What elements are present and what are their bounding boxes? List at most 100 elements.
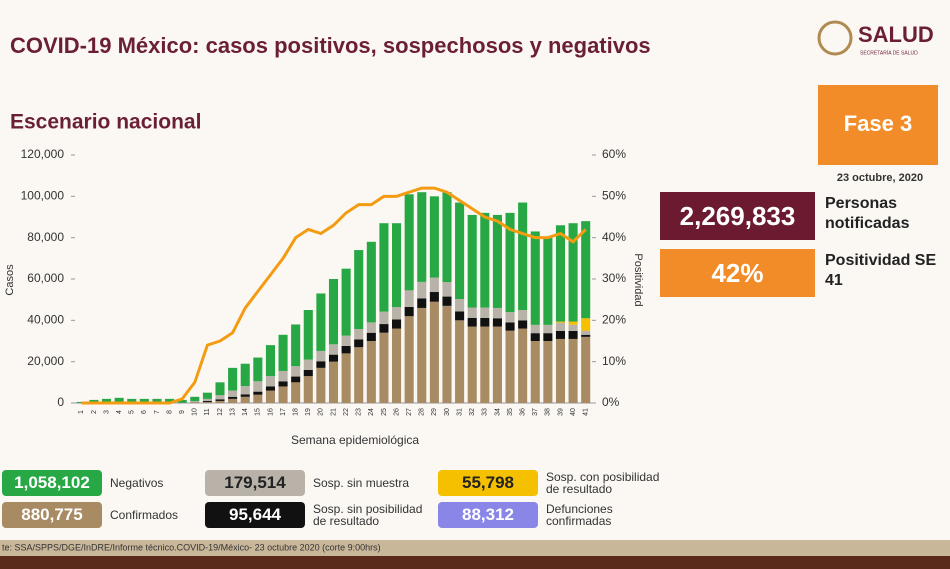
bar-segment — [568, 321, 578, 325]
x-tick-label: 1 — [78, 410, 85, 414]
bar-segment — [442, 305, 452, 403]
source: te: SSA/SPPS/DGE/InDRE/Informe técnico.C… — [2, 542, 381, 552]
bar-segment — [265, 390, 275, 403]
bar-segment — [328, 344, 339, 355]
bar-segment — [379, 311, 389, 325]
bar-segment — [341, 345, 351, 354]
bar-segment — [379, 332, 389, 403]
y2-axis-label: Positividad — [632, 253, 644, 306]
x-tick-label: 35 — [507, 408, 514, 416]
x-tick-label: 5 — [129, 410, 136, 414]
bar-segment — [303, 359, 313, 370]
legend-name: Defunciones confirmadas — [546, 502, 613, 528]
x-tick-label: 27 — [406, 408, 413, 416]
bar-segment — [581, 221, 591, 319]
legend-name: Sosp. sin posibilidad de resultado — [313, 502, 423, 528]
y-tick-label: 120,000 — [21, 147, 65, 161]
legend-item: 179,514 Sosp. sin muestra — [205, 470, 428, 496]
x-tick-label: 31 — [456, 408, 463, 416]
x-tick-label: 16 — [267, 408, 274, 416]
stat-value: 42% — [711, 257, 764, 288]
x-tick-label: 36 — [519, 408, 526, 416]
bar-segment — [366, 332, 376, 341]
legend-item: 1,058,102 Negativos — [2, 470, 225, 496]
bar-segment — [316, 293, 326, 351]
legend-total: 95,644 — [205, 502, 305, 528]
bar-segment — [303, 376, 313, 403]
y-tick-label: 100,000 — [21, 189, 65, 203]
x-tick-label: 38 — [545, 408, 552, 416]
x-tick-label: 41 — [583, 408, 590, 416]
y2-tick-label: 60% — [602, 147, 626, 161]
bar-segment — [253, 391, 263, 395]
bar-segment — [429, 277, 439, 293]
footer-bottom — [0, 556, 950, 569]
y2-tick-label: 10% — [602, 354, 626, 368]
bar-segment — [530, 231, 540, 325]
bar-segment — [328, 361, 339, 403]
bar-segment — [177, 399, 187, 403]
x-tick-label: 23 — [356, 408, 363, 416]
bar-segment — [505, 312, 515, 323]
bar-segment — [543, 237, 553, 325]
stat-label: Personas notificadas — [825, 195, 910, 232]
bar-segment — [392, 307, 402, 320]
bar-segment — [101, 398, 112, 403]
bar-segment — [543, 333, 553, 341]
bar-segment — [341, 335, 351, 346]
legend-total: 179,514 — [205, 470, 305, 496]
bar-segment — [354, 347, 364, 403]
bar-segment — [492, 307, 502, 319]
bar-segment — [278, 381, 288, 387]
x-tick-label: 17 — [280, 408, 287, 416]
bar-segment — [404, 290, 414, 307]
bar-segment — [429, 301, 439, 403]
bar-segment — [518, 328, 528, 403]
bar-segment — [392, 223, 402, 308]
legend-item: 88,312 Defunciones confirmadas — [438, 502, 661, 528]
stat-box: 42% — [660, 249, 815, 297]
x-tick-label: 3 — [103, 410, 110, 414]
x-tick-label: 11 — [204, 408, 211, 415]
bar-segment — [316, 350, 326, 362]
x-tick-label: 9 — [179, 410, 186, 414]
legend-total: 880,775 — [2, 502, 102, 528]
x-tick-label: 25 — [381, 408, 388, 416]
x-tick-label: 26 — [393, 408, 400, 416]
bar-segment — [303, 310, 313, 360]
bar-segment — [366, 322, 376, 333]
legend-total: 88,312 — [438, 502, 538, 528]
bar-segment — [467, 326, 477, 403]
bar-segment — [480, 317, 490, 327]
x-tick-label: 13 — [229, 408, 236, 416]
stat-box: 2,269,833 — [660, 192, 815, 240]
positivity-line — [81, 186, 587, 405]
x-tick-label: 6 — [141, 410, 148, 414]
bar-segment — [555, 330, 566, 339]
bar-segment — [291, 376, 301, 383]
legend-item: 880,775 Confirmados — [2, 502, 225, 528]
legend-total: 55,798 — [438, 470, 538, 496]
bar-segment — [341, 353, 351, 403]
bar-segment — [253, 394, 263, 403]
x-tick-label: 32 — [469, 408, 476, 416]
bar-segment — [366, 241, 376, 323]
y-tick-label: 20,000 — [27, 354, 64, 368]
y-tick-label: 0 — [57, 395, 64, 409]
bar-segment — [265, 345, 275, 377]
x-tick-label: 24 — [368, 408, 375, 416]
bar-segment — [581, 330, 591, 335]
y-axis-label: Casos — [4, 264, 16, 296]
bar-segment — [581, 334, 591, 337]
y-tick-label: 60,000 — [27, 271, 64, 285]
bar-segment — [581, 336, 591, 403]
bar-segment — [215, 399, 225, 401]
bar-segment — [568, 338, 578, 403]
bar-segment — [341, 268, 351, 336]
bar-segment — [240, 396, 250, 403]
bar-segment — [215, 400, 225, 403]
y-tick-label: 80,000 — [27, 230, 64, 244]
title: COVID-19 México: casos positivos, sospec… — [10, 33, 651, 58]
bar-segment — [228, 396, 238, 399]
legend-name: Sosp. sin muestra — [313, 476, 410, 490]
